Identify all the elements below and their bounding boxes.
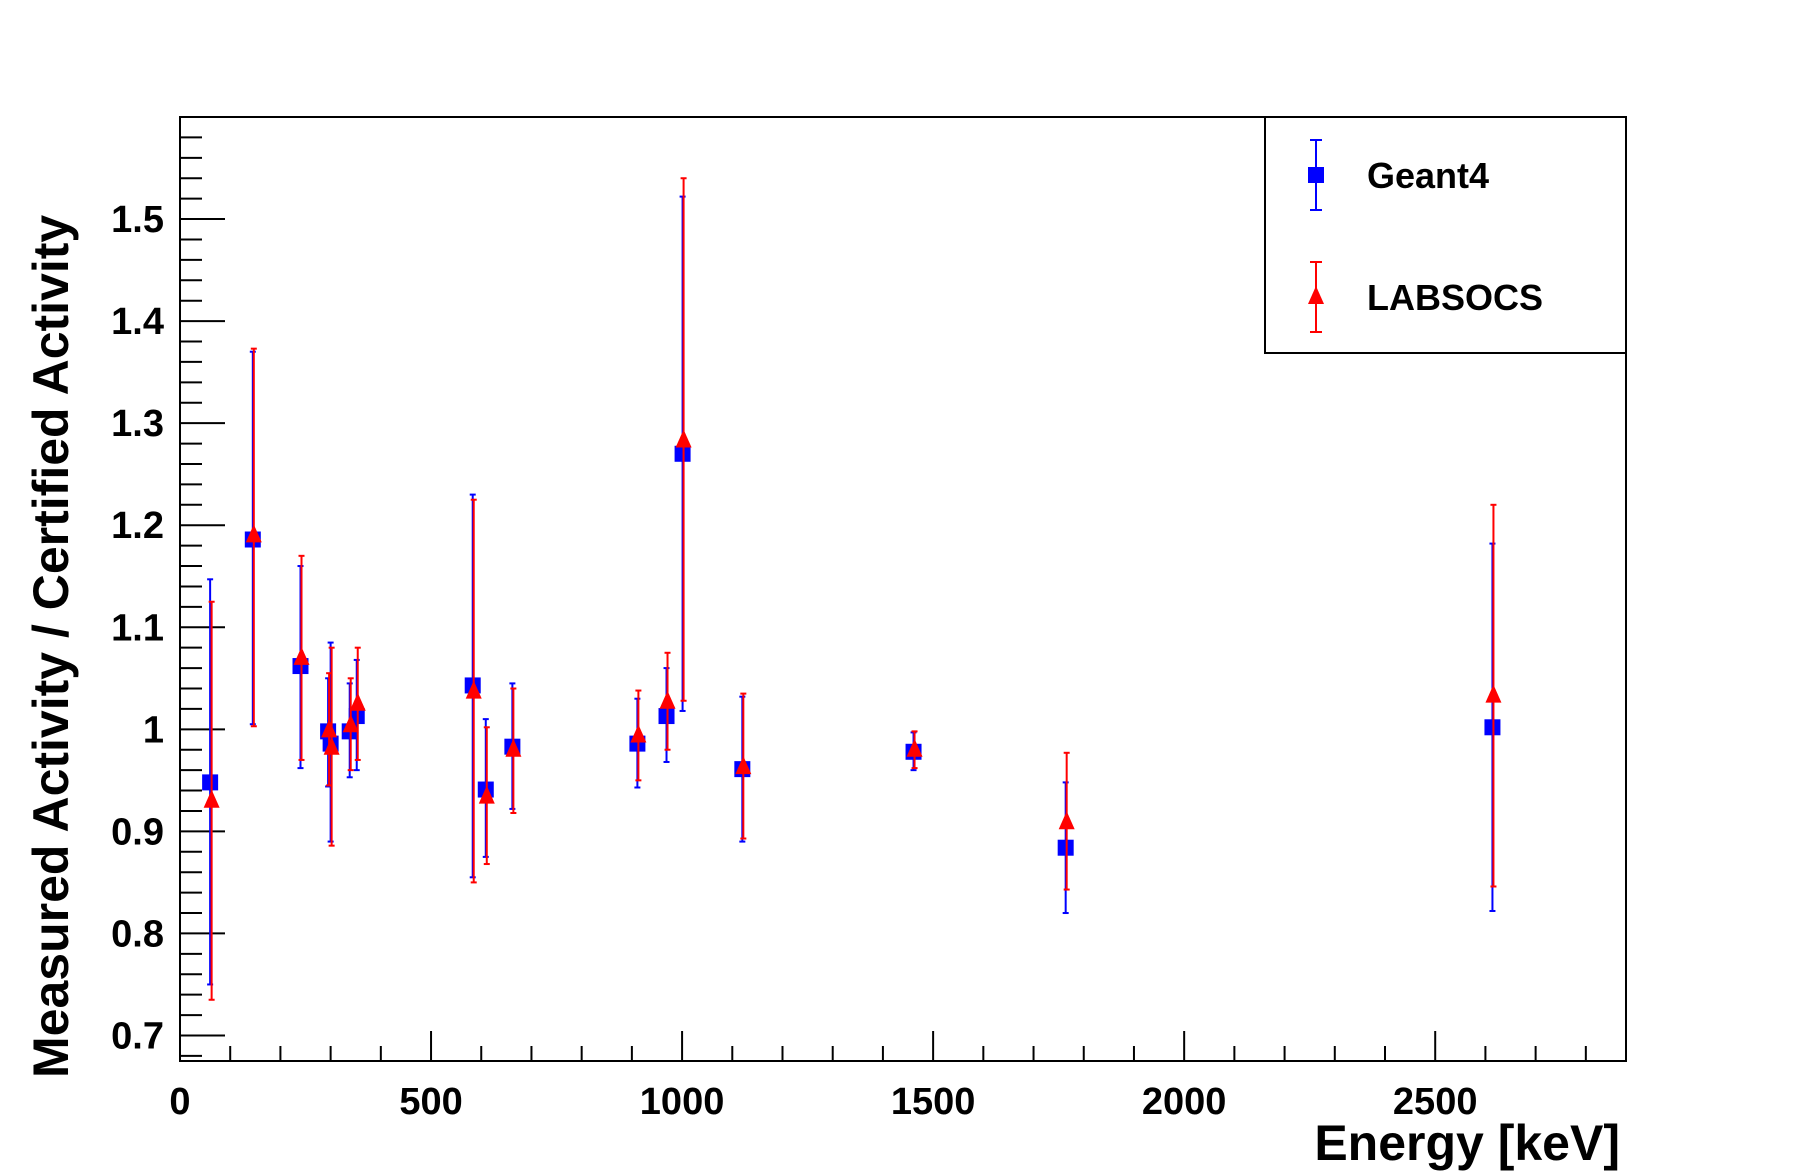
data-point	[505, 738, 522, 757]
x-tick-label: 500	[399, 1081, 462, 1123]
data-point	[203, 789, 220, 808]
data-point	[674, 445, 691, 462]
data-point	[245, 524, 262, 543]
data-point	[202, 774, 219, 791]
data-point	[1057, 839, 1074, 856]
y-tick-label: 1.2	[111, 505, 164, 547]
data-point	[349, 692, 366, 711]
y-tick-label: 0.8	[111, 913, 164, 955]
data-point	[1058, 811, 1075, 830]
data-point	[735, 756, 752, 775]
data-point	[658, 708, 675, 725]
legend-label: Geant4	[1367, 155, 1489, 196]
y-tick-label: 0.7	[111, 1015, 164, 1057]
series-labsocs	[203, 177, 1502, 1001]
legend-label: LABSOCS	[1367, 277, 1543, 318]
x-tick-label: 2500	[1393, 1081, 1478, 1123]
data-point	[323, 736, 340, 755]
x-tick-label: 0	[169, 1081, 190, 1123]
legend-entry: Geant4	[1308, 139, 1489, 211]
y-axis-title: Measured Activity / Certified Activity	[23, 215, 79, 1078]
data-point	[675, 429, 692, 448]
data-point	[659, 690, 676, 709]
data-point	[293, 646, 310, 665]
x-tick-label: 2000	[1142, 1081, 1227, 1123]
y-tick-label: 1	[143, 709, 164, 751]
legend: Geant4 LABSOCS	[1264, 116, 1627, 354]
data-point	[478, 785, 495, 804]
x-axis: 0 500 1000 1500 2000 2500	[169, 1031, 1587, 1123]
series-layer	[202, 177, 1502, 1001]
x-tick-label: 1500	[891, 1081, 976, 1123]
y-tick-label: 0.9	[111, 811, 164, 853]
plot-frame	[179, 116, 1627, 1062]
data-point	[906, 738, 923, 757]
legend-entry: LABSOCS	[1308, 261, 1543, 333]
data-point	[1485, 684, 1502, 703]
legend-marker	[1308, 167, 1324, 183]
data-point	[630, 724, 647, 743]
data-point	[342, 714, 359, 733]
y-tick-label: 1.1	[111, 607, 164, 649]
legend-entries: Geant4 LABSOCS	[1308, 139, 1543, 333]
data-point	[1484, 719, 1501, 736]
y-tick-label: 1.5	[111, 199, 164, 241]
legend-marker	[1308, 286, 1324, 304]
x-axis-title: Energy [keV]	[1314, 1115, 1620, 1171]
legend-box	[1264, 116, 1627, 354]
y-tick-label: 1.3	[111, 403, 164, 445]
data-point	[321, 719, 338, 738]
data-point	[465, 680, 482, 699]
x-tick-label: 1000	[640, 1081, 725, 1123]
y-axis: 0.7 0.8 0.9 1 1.1 1.2 1.3 1.4 1.5	[111, 116, 225, 1057]
y-tick-label: 1.4	[111, 301, 164, 343]
